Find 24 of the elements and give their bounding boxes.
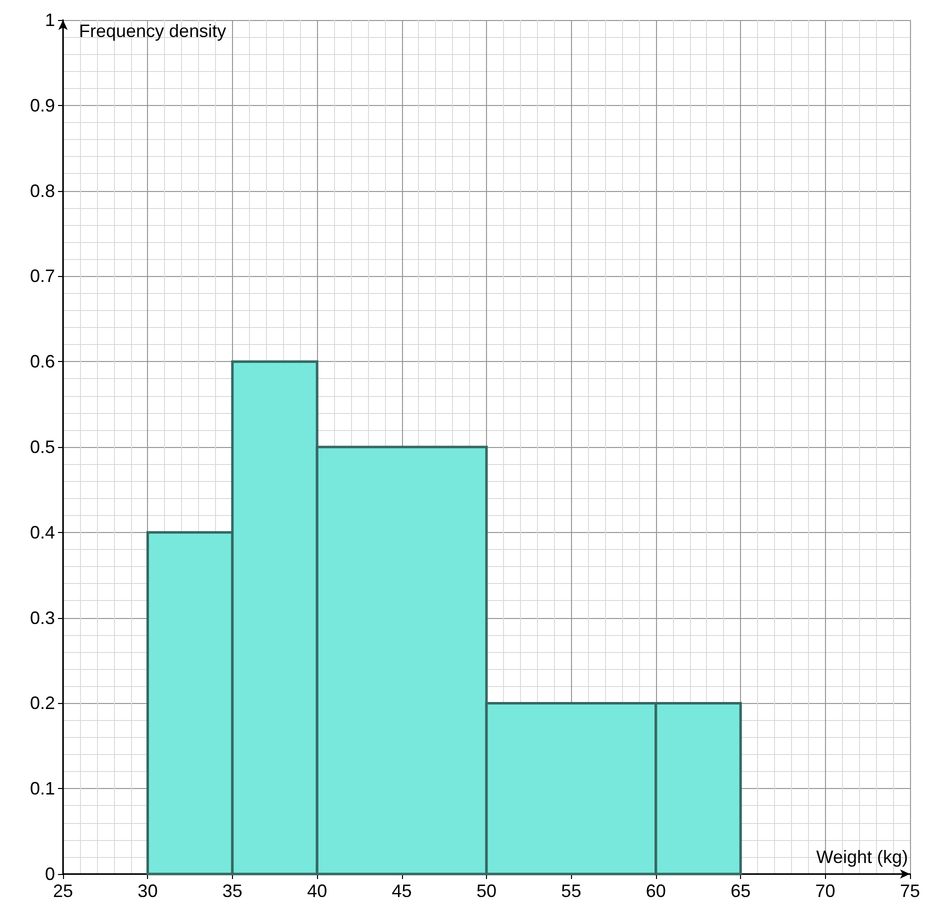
y-tick-label: 0.1	[30, 778, 55, 799]
y-tick-label: 0.5	[30, 437, 55, 457]
y-tick-label: 0.4	[30, 522, 55, 542]
y-tick-label: 1	[44, 10, 55, 30]
x-tick-label: 45	[392, 881, 412, 901]
y-tick-label: 0.3	[30, 608, 55, 628]
y-tick-label: 0.7	[30, 266, 55, 286]
y-tick-label: 0.8	[30, 180, 55, 201]
x-tick-label: 50	[476, 881, 497, 901]
x-tick-label: 75	[900, 881, 920, 901]
x-tick-label: 25	[52, 881, 74, 901]
x-tick-label: 65	[730, 881, 751, 901]
y-tick-label: 0	[44, 864, 55, 884]
y-axis-title: Frequency density	[79, 21, 226, 41]
x-tick-label: 60	[646, 881, 666, 901]
x-tick-label: 35	[222, 881, 242, 901]
x-tick-label: 30	[138, 881, 158, 901]
y-tick-label: 0.9	[30, 95, 55, 116]
y-tick-label: 0.2	[30, 693, 55, 714]
x-tick-label: 55	[561, 881, 582, 901]
x-axis-title: Weight (kg)	[816, 847, 908, 867]
x-tick-label: 40	[307, 881, 328, 901]
y-tick-label: 0.6	[30, 352, 55, 372]
x-tick-label: 70	[815, 881, 836, 901]
